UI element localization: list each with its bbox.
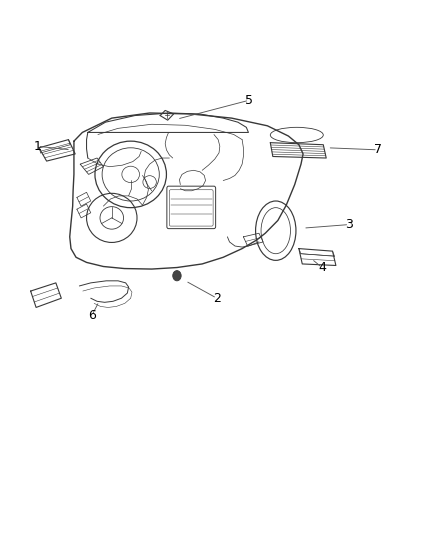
Text: 3: 3 bbox=[346, 218, 353, 231]
Text: 4: 4 bbox=[318, 261, 326, 274]
Circle shape bbox=[173, 271, 181, 281]
Text: 2: 2 bbox=[213, 292, 221, 305]
Text: 1: 1 bbox=[33, 140, 41, 153]
Text: 5: 5 bbox=[245, 94, 253, 107]
Text: 6: 6 bbox=[88, 309, 96, 321]
Text: 7: 7 bbox=[374, 143, 382, 156]
